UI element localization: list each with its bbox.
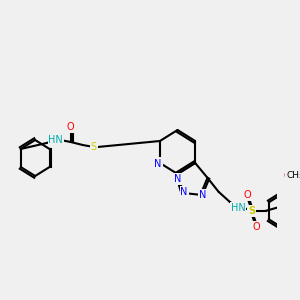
Text: N: N (174, 174, 181, 184)
Text: O: O (253, 222, 260, 232)
Text: HN: HN (231, 203, 245, 213)
Text: N: N (199, 190, 206, 200)
Text: S: S (248, 206, 256, 216)
Text: CH₃: CH₃ (286, 171, 300, 180)
Text: O: O (67, 122, 74, 132)
Text: S: S (91, 142, 97, 152)
Text: O: O (244, 190, 251, 200)
Text: N: N (181, 187, 188, 197)
Text: O: O (283, 171, 291, 181)
Text: N: N (152, 158, 160, 168)
Text: N: N (154, 159, 162, 169)
Text: HN: HN (49, 135, 63, 145)
